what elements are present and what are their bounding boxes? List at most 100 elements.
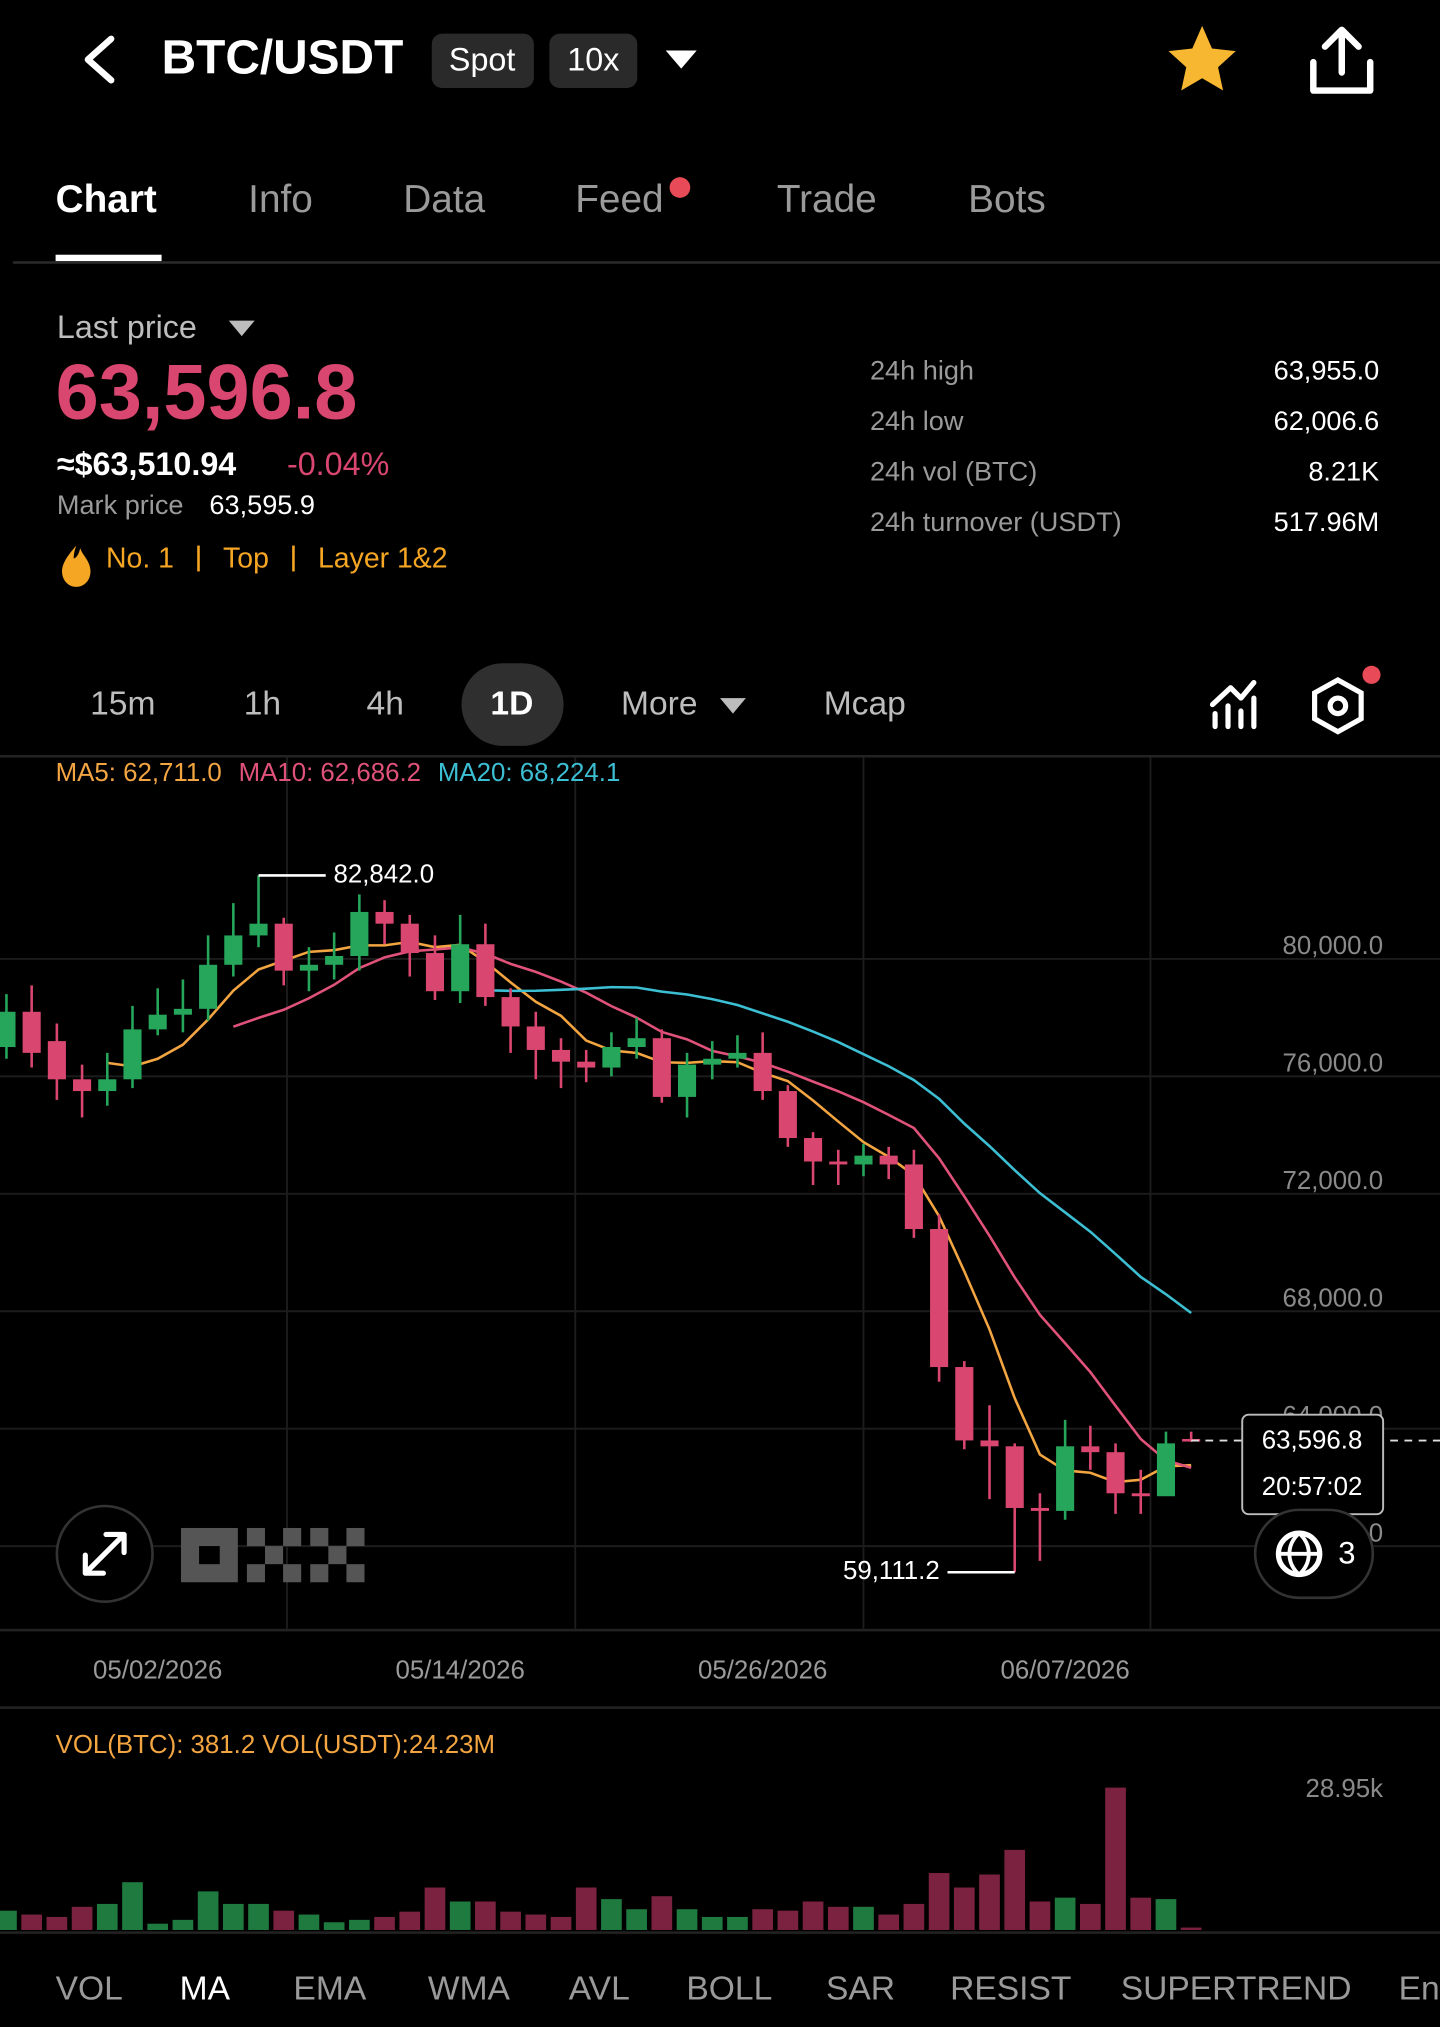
tab[interactable]: Data (403, 178, 485, 221)
high-label: 82,842.0 (334, 860, 435, 888)
volume-bar (701, 1916, 723, 1930)
badge[interactable]: No. 1 (106, 542, 174, 574)
volume-bar (349, 1919, 370, 1930)
volume-bar (475, 1901, 496, 1930)
tag-pill (431, 33, 534, 88)
timeframe[interactable]: 15m (90, 686, 155, 723)
indicator-tab[interactable]: RESIST (950, 1971, 1071, 2008)
volume-title: VOL(BTC): 381.2 VOL(USDT):24.23M (56, 1731, 495, 1759)
badge[interactable]: Layer 1&2 (318, 542, 448, 574)
candle-body (1131, 1493, 1150, 1497)
share-button[interactable] (1310, 26, 1374, 94)
divider (0, 754, 1440, 758)
candle-body (274, 923, 293, 971)
dropdown-arrow (228, 320, 255, 337)
indicator-tab[interactable]: AVL (569, 1971, 630, 2008)
volume-bar (1155, 1899, 1177, 1930)
candle-body (879, 1155, 898, 1165)
tab[interactable]: Trade (777, 178, 877, 221)
candle-body (728, 1052, 747, 1059)
flame-icon (62, 545, 91, 587)
tab[interactable]: Info (248, 178, 313, 221)
timeframe-bar: 15m 1h 4h 1D More Mcap (90, 686, 906, 723)
candle-body (703, 1058, 722, 1065)
timeframe[interactable]: 1D (490, 686, 533, 723)
back-button[interactable] (84, 35, 115, 84)
volume-bar (1080, 1903, 1101, 1930)
volume-bar (449, 1901, 471, 1930)
x-tick-label: 05/14/2026 (395, 1656, 524, 1684)
pair-dropdown[interactable] (665, 50, 697, 69)
last-price: 63,596.8 (56, 350, 358, 436)
dropdown-arrow (720, 698, 746, 714)
low-label: 59,111.2 (843, 1557, 940, 1585)
volume-bar (147, 1923, 169, 1930)
volume-bar (853, 1906, 874, 1930)
indicator-tab[interactable]: WMA (428, 1971, 511, 2008)
candle-body (577, 1061, 596, 1068)
stats: 24h high 63,955.0 24h low 62,006.6 24h vol (… (870, 355, 1379, 537)
y-tick-label: 68,000.0 (1283, 1284, 1384, 1312)
candle-body (47, 1041, 66, 1080)
chart-overlay (55, 1504, 365, 1603)
candle-body (627, 1038, 646, 1048)
tab[interactable]: Feed (575, 178, 663, 221)
indicator-tab[interactable]: Ent (1399, 1971, 1440, 2008)
candle-body (904, 1164, 923, 1230)
candle-body (980, 1440, 999, 1447)
volume-bar (424, 1887, 446, 1930)
timeframe[interactable]: 1h (244, 686, 281, 723)
volume-bar (0, 1910, 17, 1930)
candle-body (0, 1011, 16, 1048)
tag: 10x (567, 42, 619, 78)
divider (0, 1628, 1440, 1632)
candle-body (173, 1008, 192, 1015)
x-tick-label: 05/02/2026 (93, 1656, 222, 1684)
watermark-logo (180, 1527, 365, 1583)
ma-legend: MA10: 62,686.2 (239, 759, 421, 787)
volume-bar (323, 1922, 345, 1930)
candle-body (148, 1014, 167, 1030)
indicator-tab[interactable]: VOL (56, 1971, 123, 2008)
tab[interactable]: Bots (968, 178, 1046, 221)
indicator-tab[interactable]: BOLL (686, 1971, 772, 2008)
last-price-label[interactable]: Last price (57, 309, 197, 345)
indicator-tab[interactable]: SUPERTREND (1121, 1971, 1352, 2008)
indicator-button[interactable] (1209, 679, 1257, 730)
volume-bar (71, 1906, 93, 1930)
indicator-tab[interactable]: MA (180, 1971, 231, 2008)
timeframe[interactable]: 4h (367, 686, 404, 723)
volume-bar (575, 1887, 597, 1930)
badge-separator (292, 545, 295, 572)
candle-body (955, 1367, 974, 1441)
candle-body (677, 1064, 697, 1097)
volume-bar (172, 1919, 194, 1930)
timeframe[interactable]: More (621, 686, 698, 723)
favorite-star[interactable] (1168, 25, 1236, 91)
volume-bar (878, 1914, 900, 1930)
indicator-tab[interactable]: EMA (293, 1971, 366, 2008)
indicator-tab[interactable]: SAR (826, 1971, 895, 2008)
candle-body (778, 1091, 797, 1139)
candle-body (350, 911, 369, 956)
indicator-bar: VOL MA EMA WMA AVL BOLL SAR RESIST SUPERTREND Ent (56, 1971, 1440, 2008)
volume-bar (500, 1911, 521, 1930)
volume-bar (96, 1903, 118, 1930)
volume-bar (827, 1906, 849, 1930)
volume-bar (903, 1903, 925, 1930)
tab[interactable]: Chart (56, 178, 157, 221)
volume-bar (46, 1916, 68, 1930)
candle-body (602, 1047, 621, 1068)
volume-bar (979, 1874, 1000, 1930)
candle-body (299, 964, 318, 971)
stat-value: 62,006.6 (1274, 405, 1380, 436)
timeframe[interactable]: Mcap (824, 686, 906, 723)
badge[interactable]: Top (223, 542, 269, 574)
volume-bar (248, 1903, 269, 1930)
usd-price: ≈$63,510.94 (57, 446, 236, 482)
candle-body (526, 1026, 545, 1050)
candle-body (652, 1038, 671, 1097)
candle-body (375, 911, 394, 924)
settings-button[interactable] (1312, 677, 1364, 735)
